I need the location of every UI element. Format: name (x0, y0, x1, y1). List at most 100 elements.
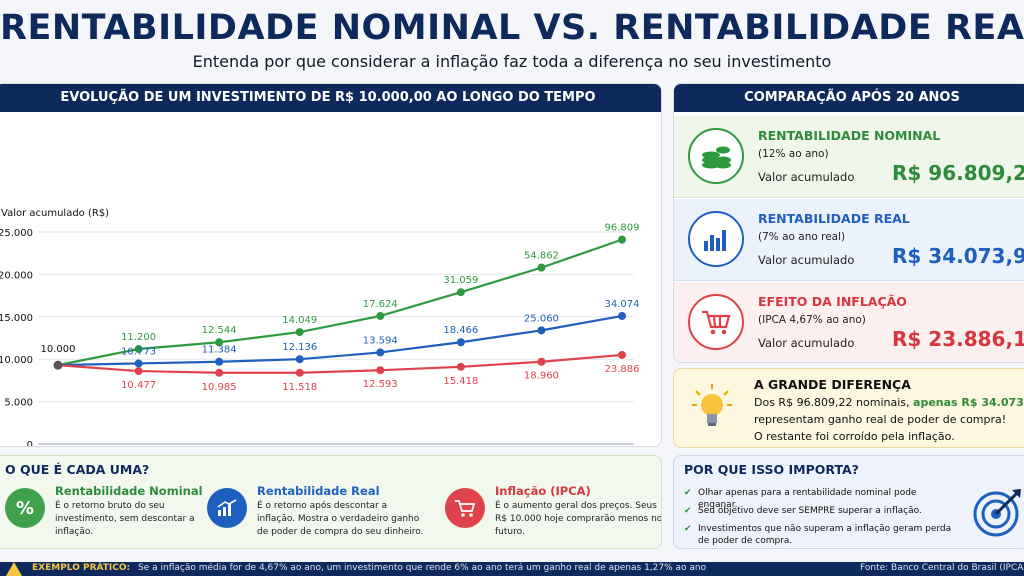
what-is-each-panel: O QUE É CADA UMA? % Rentabilidade Nomina… (0, 455, 662, 549)
data-point (134, 345, 143, 354)
data-point (295, 328, 304, 337)
data-label: 10.773 (121, 346, 156, 357)
data-point (456, 288, 465, 297)
percent-icon: % (5, 488, 45, 528)
data-point (295, 368, 304, 377)
difference-line-3: O restante foi corroído pela inflação. (754, 430, 955, 443)
growth-chart-icon (207, 488, 247, 528)
cart-icon (688, 294, 744, 350)
compare-acc-nominal: Valor acumulado (758, 170, 855, 184)
data-label: 10.477 (121, 380, 156, 391)
what-desc-real: É o retorno após descontar a inflação. M… (257, 501, 424, 537)
y-tick-label: 25.000 (0, 228, 33, 239)
series-line-1 (57, 314, 623, 367)
compare-row-real: RENTABILIDADE REAL (7% ao ano real) Valo… (674, 199, 1024, 281)
data-label: 23.886 (605, 364, 640, 375)
difference-panel: A GRANDE DIFERENÇA Dos R$ 96.809,22 nomi… (673, 368, 1024, 448)
compare-row-nominal: RENTABILIDADE NOMINAL (12% ao ano) Valor… (674, 116, 1024, 198)
difference-title: A GRANDE DIFERENÇA (754, 377, 911, 392)
data-point (456, 362, 465, 371)
data-point (134, 359, 143, 368)
compare-row-inflation: EFEITO DA INFLAÇÃO (IPCA 4,67% ao ano) V… (674, 282, 1024, 362)
footer-bar: EXEMPLO PRÁTICO: Se a inflação média for… (0, 562, 1024, 576)
what-item-nominal: % Rentabilidade Nominal É o retorno brut… (5, 484, 225, 546)
difference-line-1: Dos R$ 96.809,22 nominais, apenas R$ 34.… (754, 396, 1024, 409)
why-panel: POR QUE ISSO IMPORTA? ✔ Olhar apenas para… (673, 455, 1024, 549)
data-label: 18.960 (524, 371, 559, 382)
check-icon: ✔ (684, 488, 692, 498)
data-point (134, 367, 143, 376)
data-label: 14.049 (282, 315, 317, 326)
difference-line-2: representam ganho real de poder de compr… (754, 413, 1007, 426)
data-label: 34.074 (605, 299, 640, 310)
check-icon: ✔ (684, 524, 692, 534)
data-point (537, 263, 546, 272)
page-title: RENTABILIDADE NOMINAL VS. RENTABILIDADE … (0, 8, 1024, 48)
series-line-2 (57, 353, 623, 374)
data-point (537, 326, 546, 335)
data-point (295, 355, 304, 364)
compare-note-nominal: (12% ao ano) (758, 148, 829, 160)
y-tick-label: 10.000 (0, 355, 33, 366)
why-item-1: ✔ Olhar apenas para a rentabilidade nomin… (684, 487, 954, 511)
why-item-3: ✔ Investimentos que não superam a inflaçã… (684, 523, 954, 547)
what-name-real: Rentabilidade Real (257, 484, 380, 498)
compare-value-inflation: R$ 23.886,18 (892, 327, 1024, 351)
comparison-title: COMPARAÇÃO APÓS 20 ANOS (674, 84, 1024, 112)
what-desc-inflation: É o aumento geral dos preços. Seus R$ 10… (495, 501, 662, 537)
data-label: 11.200 (121, 332, 156, 343)
compare-label-inflation: EFEITO DA INFLAÇÃO (758, 294, 907, 309)
data-point (618, 311, 626, 320)
footer-text: Se a inflação média for de 4,67% ao ano,… (138, 563, 707, 573)
data-label: 11.384 (202, 345, 237, 356)
data-point (618, 350, 626, 359)
data-point (215, 338, 224, 347)
compare-acc-real: Valor acumulado (758, 253, 855, 267)
data-label: 25.060 (524, 313, 559, 324)
why-item-2: ✔ Seu objetivo deve ser SEMPRE superar a … (684, 505, 954, 517)
compare-note-real: (7% ao ano real) (758, 231, 846, 243)
data-label: 12.136 (282, 342, 317, 353)
y-tick-label: 5.000 (4, 398, 33, 409)
lightbulb-icon (692, 384, 732, 426)
data-point (456, 338, 465, 347)
what-name-nominal: Rentabilidade Nominal (55, 484, 203, 498)
data-label: 10.985 (202, 382, 237, 393)
what-item-inflation: Inflação (IPCA) É o aumento geral dos pr… (445, 484, 662, 546)
data-point (376, 348, 385, 357)
why-item-3-text: Investimentos que não superam a inflação… (698, 524, 952, 546)
data-label: 15.418 (443, 376, 478, 387)
footer-label: EXEMPLO PRÁTICO: (32, 563, 131, 573)
target-icon (973, 489, 1021, 537)
y-tick-label: 0 (27, 440, 33, 447)
start-point (53, 360, 63, 370)
footer-source: Fonte: Banco Central do Brasil (IPCA) (860, 563, 1024, 573)
data-label: 54.862 (524, 251, 559, 262)
line-chart: Valor acumulado (R$) 0 5.000 10.000 15.000 20… (0, 208, 640, 447)
compare-value-real: R$ 34.073,99 (892, 244, 1024, 268)
data-point (618, 235, 626, 244)
difference-line-1a: Dos R$ 96.809,22 nominais, (754, 396, 914, 409)
data-point (376, 311, 385, 320)
compare-label-nominal: RENTABILIDADE NOMINAL (758, 128, 941, 143)
comparison-panel: COMPARAÇÃO APÓS 20 ANOS RENTABILIDADE NO… (673, 83, 1024, 363)
series-line-0 (57, 238, 623, 367)
data-label: 17.624 (363, 299, 398, 310)
y-axis-label: Valor acumulado (R$) (1, 208, 109, 219)
what-title: O QUE É CADA UMA? (5, 462, 150, 477)
start-label: 10.000 (41, 344, 76, 355)
data-point (376, 366, 385, 375)
warning-icon (6, 562, 22, 576)
coins-icon (688, 128, 744, 184)
compare-note-inflation: (IPCA 4,67% ao ano) (758, 314, 866, 326)
why-title: POR QUE ISSO IMPORTA? (684, 462, 859, 477)
bar-chart-icon (688, 211, 744, 267)
data-label: 18.466 (443, 325, 478, 336)
data-label: 31.059 (443, 275, 478, 286)
data-label: 12.593 (363, 379, 398, 390)
page-subtitle: Entenda por que considerar a inflação fa… (192, 52, 832, 71)
chart-panel-title: EVOLUÇÃO DE UM INVESTIMENTO DE R$ 10.000… (0, 84, 661, 112)
compare-label-real: RENTABILIDADE REAL (758, 211, 910, 226)
cart-icon (445, 488, 485, 528)
why-item-2-text: Seu objetivo deve ser SEMPRE superar a i… (698, 506, 922, 516)
